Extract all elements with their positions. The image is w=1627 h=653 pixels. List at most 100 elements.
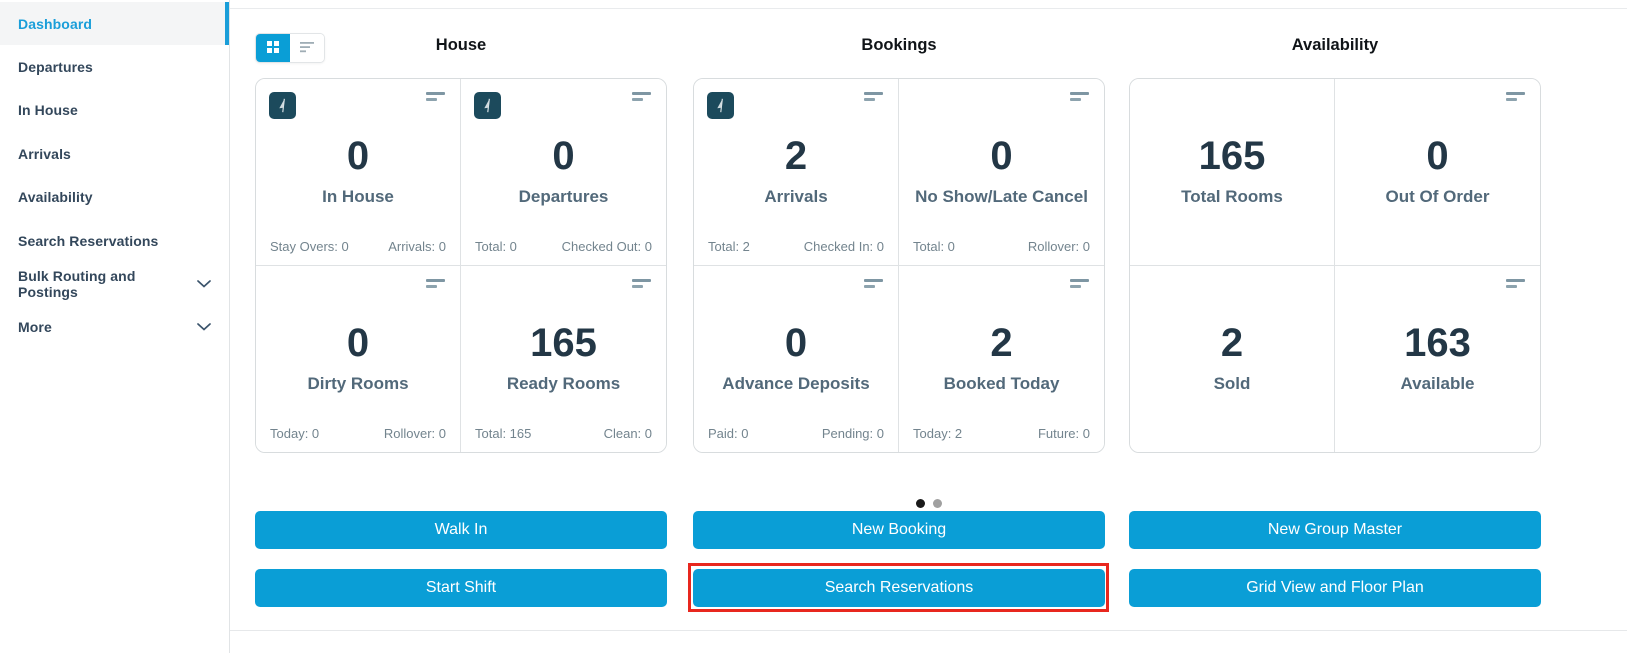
card-in-house[interactable]: 0 In House Stay Overs: 0 Arrivals: 0 <box>256 79 461 266</box>
sidebar-item-availability[interactable]: Availability <box>0 176 229 219</box>
section-title-availability: Availability <box>1291 36 1379 54</box>
card-stat: 2 Booked Today <box>899 319 1104 394</box>
card-booked-today[interactable]: 2 Booked Today Today: 2 Future: 0 <box>899 265 1104 452</box>
footer-stat-right: Rollover: 0 <box>1027 238 1090 254</box>
card-stat: 0 Advance Deposits <box>694 319 898 394</box>
card-menu-icon[interactable] <box>426 278 446 288</box>
sidebar-item-label: Arrivals <box>18 145 71 162</box>
sidebar-item-in-house[interactable]: In House <box>0 89 229 132</box>
stat-value: 2 <box>990 320 1013 365</box>
list-view-button[interactable] <box>290 34 324 62</box>
card-out-of-order[interactable]: 0 Out Of Order <box>1335 79 1540 266</box>
carousel-dot[interactable] <box>932 499 942 508</box>
sidebar-item-departures[interactable]: Departures <box>0 45 229 88</box>
sidebar-item-label: Departures <box>18 59 93 76</box>
sidebar-item-arrivals[interactable]: Arrivals <box>0 132 229 175</box>
card-ready-rooms[interactable]: 165 Ready Rooms Total: 165 Clean: 0 <box>461 265 666 452</box>
card-footer: Stay Overs: 0 Arrivals: 0 <box>270 239 446 254</box>
footer-stat-right: Future: 0 <box>1037 426 1090 441</box>
card-sold[interactable]: 2 Sold <box>1130 265 1335 452</box>
footer-stat-left: Today: 0 <box>270 426 320 441</box>
footer-stat-left: Total: 165 <box>475 426 532 441</box>
new-booking-button[interactable]: New Booking <box>693 511 1105 549</box>
card-stat: 0 Out Of Order <box>1335 132 1540 207</box>
sidebar-item-more[interactable]: More <box>0 306 229 349</box>
card-menu-icon[interactable] <box>426 92 446 101</box>
sidebar-item-dashboard[interactable]: Dashboard <box>0 2 229 46</box>
list-view-icon <box>299 40 315 57</box>
sidebar-item-bulk-routing-and-postings[interactable]: Bulk Routing and Postings <box>0 262 229 305</box>
chevron-down-icon <box>197 280 211 288</box>
section-title-house: House <box>435 36 487 54</box>
card-stat: 2 Sold <box>1130 319 1334 394</box>
start-shift-button[interactable]: Start Shift <box>255 569 667 607</box>
stat-value: 0 <box>346 134 370 178</box>
card-departures[interactable]: 0 Departures Total: 0 Checked Out: 0 <box>461 79 666 266</box>
card-no-show-late-cancel[interactable]: 0 No Show/Late Cancel Total: 0 Rollover:… <box>899 79 1104 266</box>
stat-label: Dirty Rooms <box>307 373 409 393</box>
sidebar-item-label: Search Reservations <box>18 232 159 249</box>
footer-stat-left: Today: 2 <box>913 426 963 441</box>
card-footer: Today: 2 Future: 0 <box>913 426 1090 441</box>
card-menu-icon[interactable] <box>632 92 652 101</box>
card-stat: 165 Total Rooms <box>1130 132 1334 207</box>
sidebar-item-label: Availability <box>18 189 93 206</box>
card-stat: 0 No Show/Late Cancel <box>899 132 1104 207</box>
grid-view-and-floor-plan-button[interactable]: Grid View and Floor Plan <box>1129 569 1541 607</box>
footer-stat-right: Checked Out: 0 <box>561 238 652 254</box>
card-group-availability: 165 Total Rooms 0 Out Of Order 2 Sold <box>1129 78 1541 453</box>
stat-value: 2 <box>784 134 808 178</box>
stat-label: Advance Deposits <box>722 373 870 393</box>
stat-label: Ready Rooms <box>506 373 621 393</box>
stat-label: Total Rooms <box>1181 187 1283 206</box>
footer-stat-left: Total: 0 <box>475 238 517 254</box>
view-toggle <box>255 33 325 63</box>
card-menu-icon[interactable] <box>632 278 652 288</box>
card-footer: Total: 0 Checked Out: 0 <box>475 239 652 254</box>
card-available[interactable]: 163 Available <box>1335 265 1540 452</box>
stat-label: No Show/Late Cancel <box>915 187 1088 206</box>
card-footer: Today: 0 Rollover: 0 <box>270 426 446 441</box>
footer-stat-left: Total: 2 <box>708 238 750 254</box>
top-divider <box>230 8 1627 9</box>
sidebar: Dashboard Departures In House Arrivals A… <box>0 0 230 653</box>
card-dirty-rooms[interactable]: 0 Dirty Rooms Today: 0 Rollover: 0 <box>256 265 461 452</box>
card-menu-icon[interactable] <box>864 92 884 101</box>
card-footer: Total: 165 Clean: 0 <box>475 426 652 441</box>
sidebar-item-search-reservations[interactable]: Search Reservations <box>0 219 229 262</box>
walk-in-button[interactable]: Walk In <box>255 511 667 549</box>
card-footer: Total: 0 Rollover: 0 <box>913 239 1090 254</box>
card-menu-icon[interactable] <box>1070 278 1090 288</box>
stat-value: 163 <box>1404 320 1471 365</box>
brand-logo-icon <box>707 92 734 119</box>
carousel-pagination <box>915 499 942 508</box>
grid-view-button[interactable] <box>256 34 290 62</box>
sidebar-item-label: More <box>18 319 52 336</box>
stat-label: In House <box>322 187 394 206</box>
stat-value: 165 <box>530 320 597 365</box>
stat-value: 0 <box>784 320 808 365</box>
footer-stat-right: Pending: 0 <box>821 426 884 441</box>
card-arrivals[interactable]: 2 Arrivals Total: 2 Checked In: 0 <box>694 79 899 266</box>
card-menu-icon[interactable] <box>864 278 884 288</box>
card-menu-icon[interactable] <box>1070 92 1090 101</box>
carousel-dot-active[interactable] <box>915 499 925 508</box>
card-group-house: 0 In House Stay Overs: 0 Arrivals: 0 0 D… <box>255 78 667 453</box>
card-menu-icon[interactable] <box>1506 278 1526 288</box>
brand-logo-icon <box>474 92 501 119</box>
stat-value: 0 <box>346 320 370 365</box>
stat-label: Arrivals <box>764 187 828 206</box>
new-group-master-button[interactable]: New Group Master <box>1129 511 1541 549</box>
sidebar-item-label: Bulk Routing and Postings <box>18 268 136 301</box>
section-title-bookings: Bookings <box>861 36 937 54</box>
sidebar-item-label: Dashboard <box>18 15 93 32</box>
card-menu-icon[interactable] <box>1506 92 1526 101</box>
stat-value: 0 <box>990 134 1013 178</box>
card-advance-deposits[interactable]: 0 Advance Deposits Paid: 0 Pending: 0 <box>694 265 899 452</box>
search-reservations-button[interactable]: Search Reservations <box>693 569 1105 607</box>
card-total-rooms[interactable]: 165 Total Rooms <box>1130 79 1335 266</box>
card-footer: Paid: 0 Pending: 0 <box>708 426 884 441</box>
footer-stat-right: Arrivals: 0 <box>388 238 446 254</box>
